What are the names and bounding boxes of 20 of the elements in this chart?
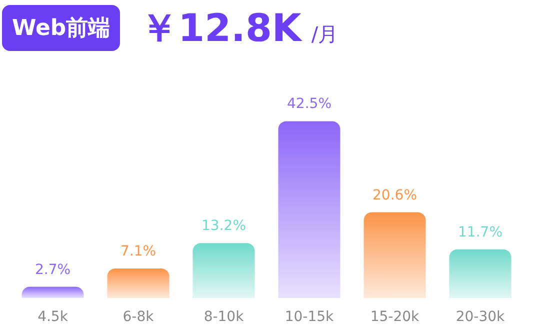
data-label: 42.5% bbox=[287, 96, 332, 112]
x-tick-label: 20-30k bbox=[456, 309, 506, 325]
x-tick-label: 6-8k bbox=[122, 309, 155, 325]
x-tick-label: 4.5k bbox=[38, 309, 69, 325]
bar bbox=[192, 243, 255, 298]
bar bbox=[278, 121, 340, 298]
data-label: 7.1% bbox=[120, 243, 156, 260]
bar bbox=[22, 286, 84, 298]
x-tick-label: 8-10k bbox=[204, 309, 245, 325]
data-label: 13.2% bbox=[202, 218, 246, 234]
x-tick-label: 15-20k bbox=[370, 309, 420, 325]
chart-title: Web前端 bbox=[2, 5, 120, 51]
data-label: 2.7% bbox=[34, 262, 71, 278]
chart-subtitle: ￥12.8K /月 bbox=[140, 4, 338, 52]
bar bbox=[364, 212, 426, 298]
data-label: 20.6% bbox=[372, 187, 417, 204]
data-label: 11.7% bbox=[458, 224, 502, 240]
bar bbox=[449, 249, 512, 298]
bar bbox=[107, 268, 170, 298]
x-tick-label: 10-15k bbox=[284, 309, 335, 325]
